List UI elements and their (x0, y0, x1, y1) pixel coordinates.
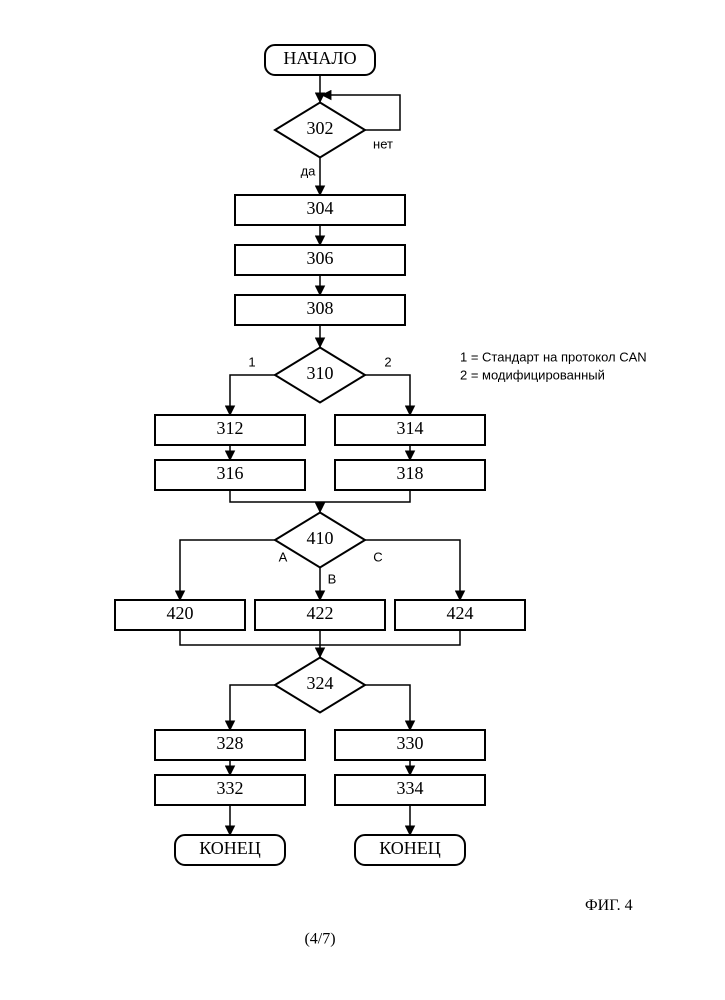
process-424-label: 424 (447, 603, 474, 623)
edge-316-join (230, 490, 320, 502)
edge-302-no-label: нет (373, 136, 393, 151)
end-left-label: КОНЕЦ (199, 838, 261, 858)
edge-410-420 (180, 540, 275, 600)
process-330-label: 330 (397, 733, 424, 753)
process-420-label: 420 (167, 603, 194, 623)
legend-line-1: 1 = Стандарт на протокол CAN (460, 349, 647, 364)
figure-label: ФИГ. 4 (585, 897, 633, 914)
process-304-label: 304 (307, 198, 334, 218)
edge-410-c-label: C (373, 549, 382, 564)
decision-302-label: 302 (307, 118, 334, 138)
edge-424-join (320, 630, 460, 645)
process-422-label: 422 (307, 603, 334, 623)
process-318-label: 318 (397, 463, 424, 483)
edge-420-join (180, 630, 320, 645)
edge-302-yes-label: да (301, 163, 317, 178)
edge-310-314 (365, 375, 410, 415)
process-308-label: 308 (307, 298, 334, 318)
process-332-label: 332 (217, 778, 244, 798)
decision-324-label: 324 (307, 673, 334, 693)
edge-310-312 (230, 375, 275, 415)
legend-line-2: 2 = модифицированный (460, 367, 605, 382)
process-314-label: 314 (397, 418, 424, 438)
edge-310-one-label: 1 (248, 354, 255, 369)
edge-410-a-label: A (279, 549, 288, 564)
process-306-label: 306 (307, 248, 334, 268)
edge-318-join (320, 490, 410, 502)
process-334-label: 334 (397, 778, 424, 798)
start-label: НАЧАЛО (283, 48, 356, 68)
edge-324-330 (365, 685, 410, 730)
edge-410-b-label: B (328, 571, 337, 586)
decision-410-label: 410 (307, 528, 334, 548)
decision-310-label: 310 (307, 363, 334, 383)
process-328-label: 328 (217, 733, 244, 753)
page-label: (4/7) (304, 931, 335, 948)
end-right-label: КОНЕЦ (379, 838, 441, 858)
edge-310-two-label: 2 (384, 354, 391, 369)
process-316-label: 316 (217, 463, 244, 483)
edge-324-328 (230, 685, 275, 730)
process-312-label: 312 (217, 418, 244, 438)
